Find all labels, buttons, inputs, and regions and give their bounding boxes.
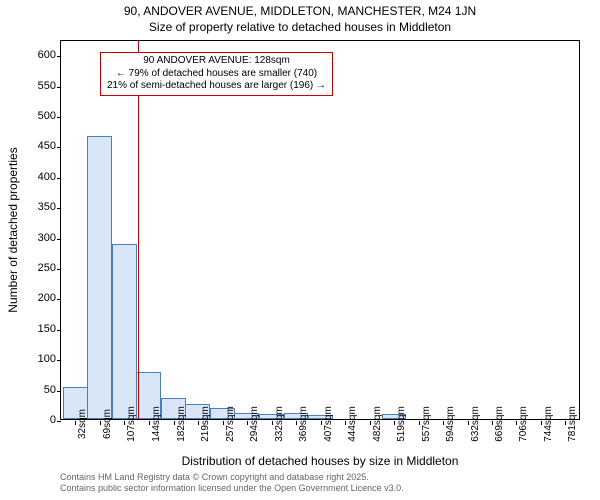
- xtick-label: 557sqm: [421, 406, 432, 442]
- xtick-label: 69sqm: [102, 409, 113, 439]
- xtick-mark: [149, 421, 150, 425]
- ytick-mark: [57, 208, 61, 209]
- ytick-label: 200: [38, 292, 56, 304]
- xtick-mark: [321, 421, 322, 425]
- ytick-label: 0: [50, 414, 56, 426]
- xtick-mark: [419, 421, 420, 425]
- annotation-box: 90 ANDOVER AVENUE: 128sqm ← 79% of detac…: [100, 52, 333, 96]
- xtick-mark: [370, 421, 371, 425]
- ytick-label: 250: [38, 262, 56, 274]
- xtick-label: 444sqm: [347, 406, 358, 442]
- xtick-mark: [198, 421, 199, 425]
- xtick-label: 669sqm: [494, 406, 505, 442]
- xtick-mark: [345, 421, 346, 425]
- xtick-label: 706sqm: [518, 406, 529, 442]
- annotation-line3: 21% of semi-detached houses are larger (…: [107, 80, 326, 93]
- xtick-mark: [272, 421, 273, 425]
- xtick-mark: [296, 421, 297, 425]
- xtick-mark: [223, 421, 224, 425]
- xtick-label: 107sqm: [126, 406, 137, 442]
- xtick-label: 182sqm: [176, 406, 187, 442]
- ytick-mark: [57, 56, 61, 57]
- xtick-label: 32sqm: [77, 409, 88, 439]
- xtick-label: 632sqm: [470, 406, 481, 442]
- xtick-label: 294sqm: [249, 406, 260, 442]
- ytick-label: 300: [38, 232, 56, 244]
- xtick-mark: [247, 421, 248, 425]
- ytick-mark: [57, 87, 61, 88]
- xtick-mark: [174, 421, 175, 425]
- footer-attribution: Contains HM Land Registry data © Crown c…: [60, 472, 580, 494]
- xtick-mark: [443, 421, 444, 425]
- chart-title: 90, ANDOVER AVENUE, MIDDLETON, MANCHESTE…: [0, 4, 600, 18]
- ytick-label: 500: [38, 110, 56, 122]
- reference-line: [138, 41, 139, 419]
- ytick-mark: [57, 421, 61, 422]
- ytick-label: 100: [38, 353, 56, 365]
- histogram-bar: [87, 136, 112, 419]
- footer-line2: Contains public sector information licen…: [60, 483, 580, 494]
- xtick-label: 369sqm: [298, 406, 309, 442]
- ytick-label: 600: [38, 49, 56, 61]
- xtick-mark: [468, 421, 469, 425]
- annotation-line2: ← 79% of detached houses are smaller (74…: [107, 68, 326, 81]
- x-axis-label: Distribution of detached houses by size …: [60, 454, 580, 468]
- ytick-mark: [57, 360, 61, 361]
- xtick-mark: [394, 421, 395, 425]
- ytick-mark: [57, 117, 61, 118]
- ytick-mark: [57, 299, 61, 300]
- ytick-label: 450: [38, 140, 56, 152]
- plot-area: [60, 40, 580, 420]
- footer-line1: Contains HM Land Registry data © Crown c…: [60, 472, 580, 483]
- xtick-label: 144sqm: [151, 406, 162, 442]
- chart-subtitle: Size of property relative to detached ho…: [0, 20, 600, 34]
- ytick-mark: [57, 330, 61, 331]
- xtick-label: 332sqm: [274, 406, 285, 442]
- xtick-label: 219sqm: [200, 406, 211, 442]
- xtick-mark: [541, 421, 542, 425]
- ytick-label: 150: [38, 323, 56, 335]
- ytick-mark: [57, 178, 61, 179]
- ytick-mark: [57, 269, 61, 270]
- ytick-label: 400: [38, 171, 56, 183]
- ytick-label: 350: [38, 201, 56, 213]
- xtick-label: 594sqm: [445, 406, 456, 442]
- xtick-label: 482sqm: [372, 406, 383, 442]
- ytick-label: 550: [38, 80, 56, 92]
- ytick-mark: [57, 239, 61, 240]
- xtick-label: 407sqm: [323, 406, 334, 442]
- annotation-line1: 90 ANDOVER AVENUE: 128sqm: [107, 55, 326, 68]
- ytick-mark: [57, 147, 61, 148]
- xtick-mark: [492, 421, 493, 425]
- xtick-label: 257sqm: [225, 406, 236, 442]
- xtick-label: 781sqm: [567, 406, 578, 442]
- xtick-label: 519sqm: [396, 406, 407, 442]
- ytick-mark: [57, 391, 61, 392]
- xtick-mark: [100, 421, 101, 425]
- ytick-label: 50: [44, 384, 56, 396]
- histogram-bar: [112, 244, 137, 419]
- xtick-label: 744sqm: [543, 406, 554, 442]
